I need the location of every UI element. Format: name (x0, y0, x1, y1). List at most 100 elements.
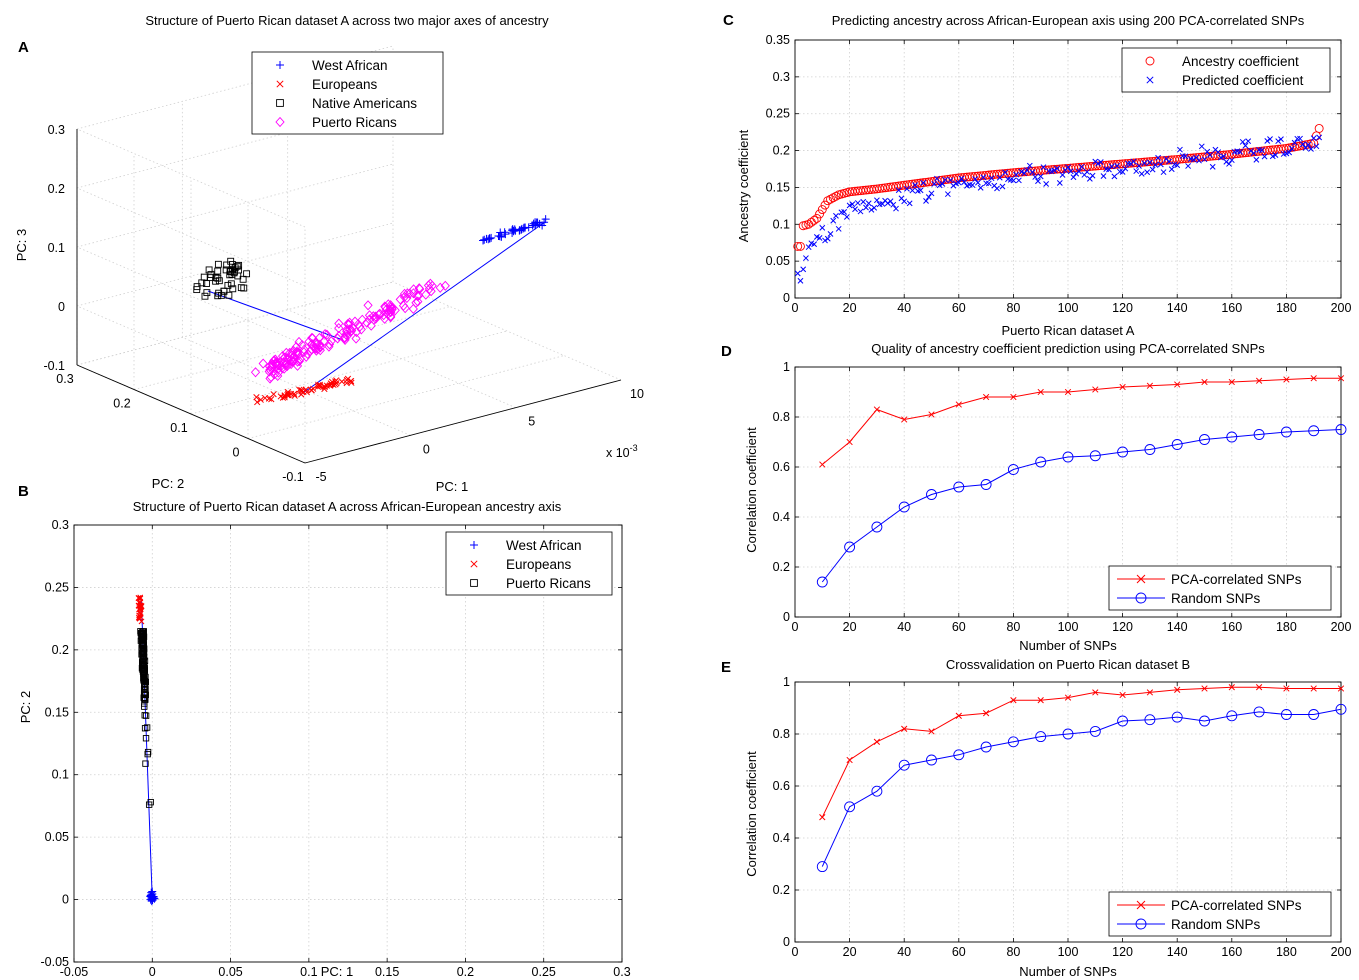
y-tick-label: 0.2 (773, 560, 790, 574)
series-point-pca (846, 438, 853, 446)
series-point-pca (1228, 378, 1235, 386)
a-point-puerto-rican (440, 280, 450, 291)
c-point-predicted (1242, 142, 1249, 149)
c-point-predicted (955, 179, 962, 186)
plot-background (74, 525, 622, 962)
a-point-puerto-rican (398, 300, 409, 311)
c-point-predicted (901, 198, 908, 205)
y-tick-label: 0.3 (52, 518, 69, 532)
series-point-pca (1146, 382, 1154, 389)
c-point-predicted (1198, 143, 1205, 150)
series-point-pca (1010, 393, 1017, 401)
panel-e-title: Crossvalidation on Puerto Rican dataset … (946, 657, 1190, 672)
y-tick-label: 0.05 (766, 254, 790, 268)
series-point-random (1007, 464, 1019, 475)
c-point-predicted (1024, 167, 1030, 173)
c-point-predicted (1305, 141, 1312, 148)
series-point-random (1253, 429, 1265, 440)
panel-d: D Quality of ancestry coefficient predic… (721, 341, 1351, 653)
y-tick-label: 0 (783, 935, 790, 949)
a-y-tick-label: 0 (233, 446, 240, 460)
a-point-puerto-rican (380, 302, 390, 313)
panel-b: B Structure of Puerto Rican dataset A ac… (18, 483, 631, 979)
wall-grid-z (76, 187, 306, 287)
legend-label: Europeans (312, 77, 378, 92)
c-point-predicted (917, 187, 924, 194)
series-point-random (1308, 425, 1320, 437)
a-point-puerto-rican (423, 280, 434, 291)
panel-d-plot: 0 20 40 60 80 100 120 140 160 180 200 0 0.2 0.4 0.6 0.8… (773, 360, 1352, 634)
series-point-random (1035, 731, 1047, 743)
a-point-puerto-rican (408, 288, 419, 299)
b-point-west-african (147, 892, 156, 901)
a-point-puerto-rican (265, 361, 275, 372)
c-point-predicted (1108, 163, 1115, 170)
c-point-predicted (1018, 168, 1025, 175)
c-point-predicted (1196, 157, 1202, 164)
c-point-predicted (1297, 135, 1303, 142)
a-point-puerto-rican (295, 353, 305, 365)
a-point-native-american (224, 281, 232, 289)
c-point-predicted (1084, 168, 1091, 175)
a-point-puerto-rican (435, 282, 445, 293)
a-point-native-american (212, 277, 220, 285)
a-point-puerto-rican (294, 356, 304, 367)
x-tick-label: 60 (952, 301, 966, 315)
series-point-pca (982, 393, 990, 401)
c-point-predicted (1114, 162, 1121, 169)
a-point-native-american (240, 284, 248, 292)
series-point-pca (819, 814, 826, 821)
series-point-random (980, 479, 992, 490)
c-point-predicted (830, 217, 837, 224)
b-point-european (137, 602, 144, 609)
a-point-puerto-rican (414, 290, 424, 301)
series-point-random (1280, 709, 1292, 720)
series-point-random (926, 754, 937, 766)
a-point-puerto-rican (386, 300, 396, 311)
x-tick-label: 200 (1331, 620, 1352, 634)
c-point-ancestry (812, 213, 822, 223)
a-z-tick-label: -0.1 (43, 359, 65, 373)
a-point-native-american (217, 291, 225, 299)
c-point-predicted (1043, 181, 1050, 187)
x-tick-label: 100 (1058, 945, 1079, 959)
a-z-tick-label: 0.3 (48, 123, 65, 137)
panel-b-x-label: PC: 1 (321, 964, 354, 979)
c-point-predicted (931, 181, 938, 187)
a-point-puerto-rican (324, 341, 334, 352)
a-point-puerto-rican (421, 289, 431, 300)
c-point-predicted (1286, 149, 1293, 156)
a-z-tick-label: 0 (58, 300, 65, 314)
panel-a-x-label: PC: 1 (436, 479, 469, 494)
c-point-predicted (860, 198, 867, 205)
series-point-pca (873, 738, 881, 745)
a-point-puerto-rican (267, 358, 277, 369)
a-point-native-american (214, 267, 222, 275)
c-point-predicted (1288, 145, 1295, 152)
series-point-random (871, 785, 883, 797)
a-point-puerto-rican (344, 317, 355, 328)
panel-b-data (135, 594, 159, 906)
c-point-ancestry (793, 241, 803, 251)
series-point-pca (1010, 697, 1017, 704)
series-point-pca (1337, 375, 1345, 382)
series-point-random (1253, 706, 1265, 718)
c-point-predicted (1207, 152, 1213, 158)
series-point-random (1089, 450, 1101, 462)
b-point-puerto-rican (142, 760, 149, 767)
c-point-ancestry (1314, 124, 1324, 133)
series-point-pca (901, 725, 908, 732)
a-point-puerto-rican (264, 366, 274, 377)
x-tick-label: -0.05 (60, 965, 89, 979)
series-point-pca (928, 728, 935, 735)
a-point-puerto-rican (265, 373, 275, 384)
panel-d-title: Quality of ancestry coefficient predicti… (871, 341, 1265, 356)
x-tick-label: 140 (1167, 620, 1188, 634)
a-connector-african (299, 221, 546, 396)
x-tick-label: 20 (843, 620, 857, 634)
c-point-predicted (863, 204, 869, 211)
series-point-random (1007, 736, 1019, 748)
series-point-pca (1283, 685, 1290, 692)
legend-box (251, 51, 444, 135)
wall-grid-z2 (76, 163, 394, 248)
